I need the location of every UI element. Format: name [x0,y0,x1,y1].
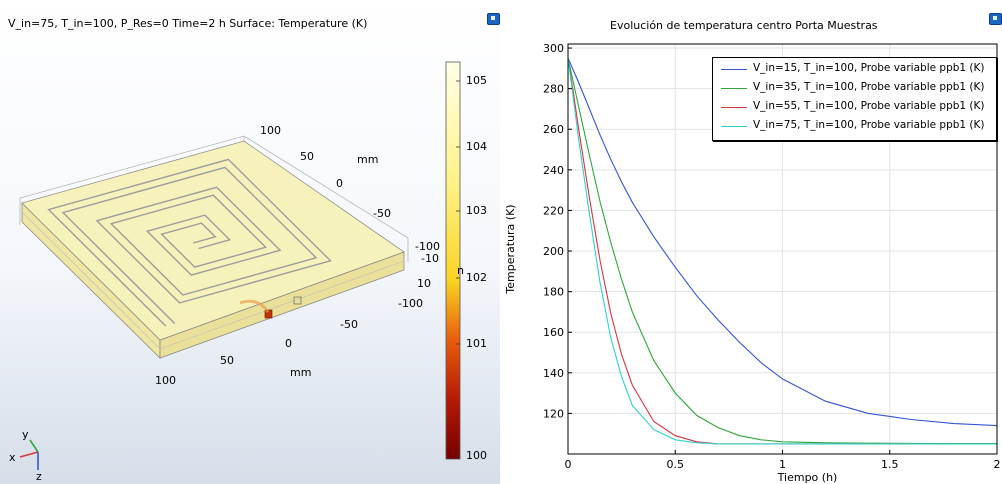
x-tick-minus50: -50 [340,318,358,331]
colorbar-tick-103: 103 [466,204,487,217]
legend-item: V_in=55, T_in=100, Probe variable ppb1 (… [713,98,996,116]
x-tick-label: 2 [994,458,1001,471]
surface-plot-title: V_in=75, T_in=100, P_Res=0 Time=2 h Surf… [8,17,368,30]
y-tick-label: 160 [543,326,564,339]
legend-item: V_in=35, T_in=100, Probe variable ppb1 (… [713,79,996,97]
unit-label-front: mm [290,366,312,379]
z-tick-10: 10 [417,277,431,290]
y-tick-label: 280 [543,83,564,96]
colorbar-stray-label: n [457,264,464,277]
y-tick-label: 140 [543,367,564,380]
unit-label-back: mm [357,153,379,166]
chart-title: Evolución de temperatura centro Porta Mu… [610,19,878,32]
x-tick-label: 1 [779,458,786,471]
surface-plot-panel[interactable]: V_in=75, T_in=100, P_Res=0 Time=2 h Surf… [0,0,500,484]
series-line-2 [567,58,997,445]
y-tick-50: 50 [300,150,314,163]
y-tick-minus100: -100 [415,240,440,253]
triad-y-label: y [22,428,29,441]
legend-label-2: V_in=35, T_in=100, Probe variable ppb1 (… [753,81,985,93]
colorbar-ticks [456,80,460,457]
x-tick-minus100: -100 [398,297,423,310]
y-tick-minus50: -50 [373,207,391,220]
axis-triad [19,439,39,470]
y-tick-label: 180 [543,286,564,299]
legend-line-3 [721,107,747,108]
colorbar-tick-102: 102 [466,271,487,284]
legend-line-4 [721,126,747,127]
y-tick-label: 300 [543,42,564,55]
legend-label-3: V_in=55, T_in=100, Probe variable ppb1 (… [753,100,985,112]
line-chart-panel[interactable]: Evolución de temperatura centro Porta Mu… [500,0,1002,484]
x-tick-label: 1.5 [881,458,899,471]
y-tick-label: 260 [543,123,564,136]
surface-plot-svg[interactable] [0,0,500,484]
y-tick-label: 220 [543,204,564,217]
colorbar-tick-100: 100 [466,449,487,462]
legend-line-1 [721,69,747,70]
y-tick-label: 200 [543,245,564,258]
inlet-hotspot [239,296,302,319]
colorbar-tick-104: 104 [466,140,487,153]
y-tick-label: 240 [543,164,564,177]
y-tick-100: 100 [260,124,281,137]
x-tick-label: 0 [565,458,572,471]
colorbar-tick-105: 105 [466,74,487,87]
x-axis-label: Tiempo (h) [777,471,838,484]
legend-line-2 [721,88,747,89]
chart-ticks: 120 140 160 180 200 220 240 260 280 300 0 0.5 1 1.5 2 [543,42,1001,471]
legend-item: V_in=15, T_in=100, Probe variable ppb1 (… [713,60,996,78]
x-tick-label: 0.5 [667,458,685,471]
legend-label-1: V_in=15, T_in=100, Probe variable ppb1 (… [753,62,985,74]
x-tick-0: 0 [285,337,292,350]
series-line-4 [567,58,997,445]
triad-z-label: z [36,470,42,483]
colorbar-tick-101: 101 [466,337,487,350]
colorbar [445,61,461,460]
x-tick-100: 100 [155,374,176,387]
chart-series [567,57,998,445]
triad-x-label: x [9,451,16,464]
x-tick-50: 50 [220,354,234,367]
y-tick-label: 120 [543,407,564,420]
legend-label-4: V_in=75, T_in=100, Probe variable ppb1 (… [753,119,985,131]
z-tick-minus10: -10 [421,252,439,265]
legend-item: V_in=75, T_in=100, Probe variable ppb1 (… [713,117,996,135]
chart-legend: V_in=15, T_in=100, Probe variable ppb1 (… [712,57,997,141]
serpentine-channel [47,158,332,327]
y-axis-label: Temperatura (K) [504,204,517,294]
plot-window-icon[interactable] [487,13,500,25]
y-tick-0: 0 [336,177,343,190]
series-line-1 [567,57,998,427]
